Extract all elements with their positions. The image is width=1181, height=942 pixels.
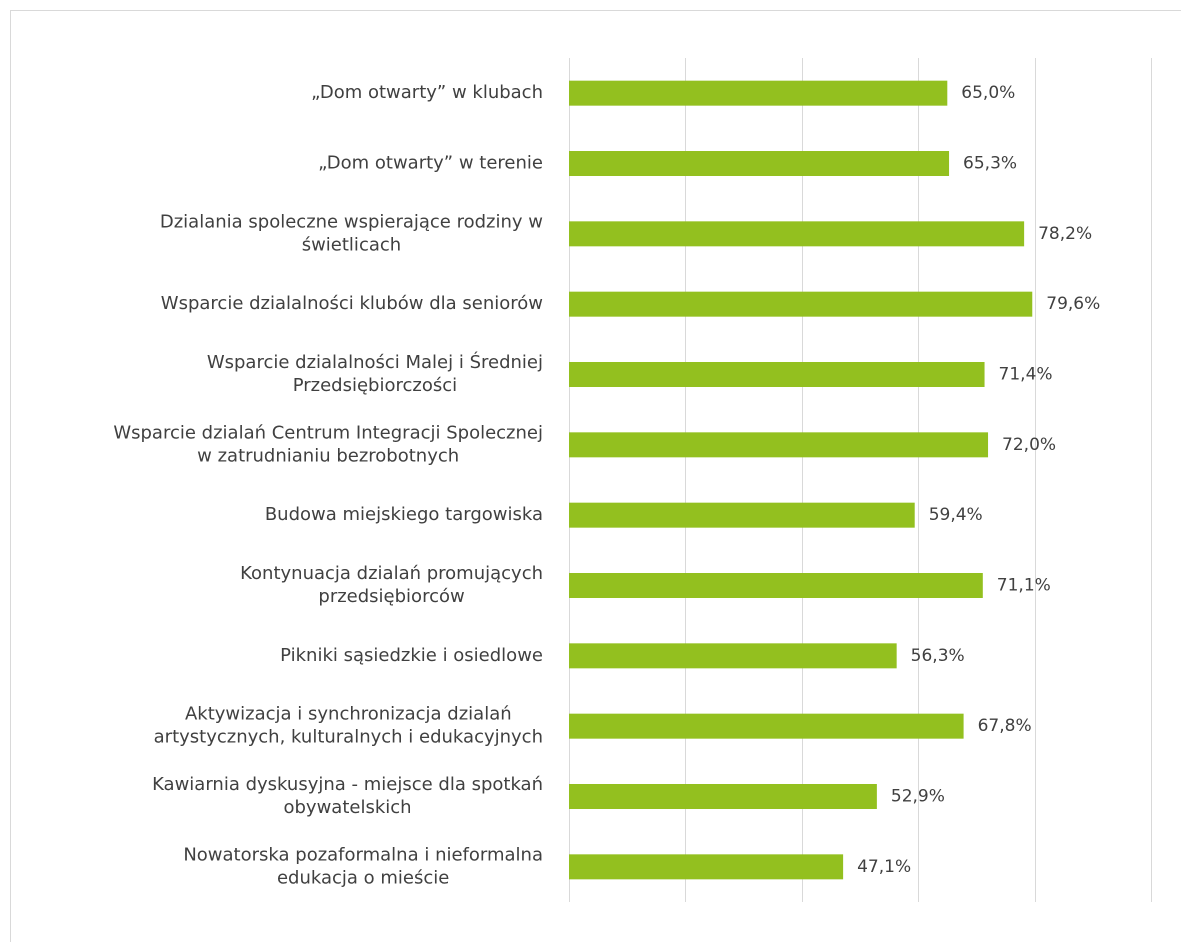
category-line: Nowatorska pozaformalna i nieformalna [183, 844, 543, 865]
bar [569, 713, 964, 739]
category-line: Wsparcie dzialań Centrum Integracji Spol… [113, 422, 543, 443]
bar [569, 643, 897, 669]
category-label: Nowatorska pozaformalna i nieformalnaedu… [183, 844, 543, 888]
category-line: Przedsiębiorczości [293, 375, 457, 396]
category-label: Wsparcie dzialań Centrum Integracji Spol… [113, 422, 543, 466]
value-label: 67,8% [978, 716, 1032, 736]
category-line: Kontynuacja dzialań promujących [240, 563, 543, 584]
category-line: Budowa miejskiego targowiska [265, 504, 543, 525]
category-label: Budowa miejskiego targowiska [265, 504, 543, 525]
category-label: Wsparcie dzialalności Malej i ŚredniejPr… [207, 351, 543, 396]
category-line: obywatelskich [283, 797, 411, 818]
category-line: świetlicach [302, 234, 401, 255]
value-label: 65,3% [963, 154, 1017, 174]
value-label: 56,3% [911, 646, 965, 666]
category-label: Aktywizacja i synchronizacja dzialańarty… [154, 704, 543, 748]
category-label: Kontynuacja dzialań promującychprzedsięb… [240, 563, 543, 607]
category-label: „Dom otwarty” w klubach [311, 82, 543, 103]
category-label: „Dom otwarty” w terenie [318, 153, 543, 174]
bar [569, 151, 950, 176]
category-line: Dzialania spoleczne wspierające rodziny … [160, 211, 543, 232]
bar [569, 854, 844, 880]
category-line: Kawiarnia dyskusyjna - miejsce dla spotk… [152, 774, 543, 795]
bar [569, 362, 985, 387]
value-label: 59,4% [929, 505, 983, 525]
value-label: 65,0% [961, 83, 1015, 103]
category-line: „Dom otwarty” w terenie [318, 153, 543, 174]
bar [569, 291, 1033, 317]
category-label: Dzialania spoleczne wspierające rodziny … [160, 211, 543, 255]
category-line: artystycznych, kulturalnych i edukacyjny… [154, 727, 543, 748]
category-line: przedsiębiorców [318, 586, 464, 607]
bar [569, 432, 989, 458]
category-line: „Dom otwarty” w klubach [311, 82, 543, 103]
value-label: 71,4% [999, 365, 1053, 385]
value-label: 47,1% [857, 857, 911, 877]
value-label: 71,1% [997, 576, 1051, 596]
bar [569, 573, 983, 598]
bar [569, 80, 948, 106]
category-label: Pikniki sąsiedzkie i osiedlowe [280, 645, 543, 666]
bar [569, 221, 1025, 247]
category-line: Pikniki sąsiedzkie i osiedlowe [280, 645, 543, 666]
bar [569, 502, 915, 528]
value-label: 52,9% [891, 787, 945, 807]
category-line: edukacja o mieście [277, 867, 449, 888]
category-line: w zatrudnianiu bezrobotnych [197, 445, 459, 466]
category-label: Wsparcie dzialalności klubów dla senioró… [161, 293, 543, 314]
value-label: 72,0% [1002, 435, 1056, 455]
category-line: Wsparcie dzialalności klubów dla senioró… [161, 293, 543, 314]
chart-frame [10, 10, 1181, 942]
bar [569, 784, 877, 809]
value-label: 78,2% [1038, 224, 1092, 244]
category-label: Kawiarnia dyskusyjna - miejsce dla spotk… [152, 774, 543, 818]
category-line: Wsparcie dzialalności Malej i Średniej [207, 351, 543, 373]
value-label: 79,6% [1046, 294, 1100, 314]
category-line: Aktywizacja i synchronizacja dzialań [185, 704, 512, 725]
